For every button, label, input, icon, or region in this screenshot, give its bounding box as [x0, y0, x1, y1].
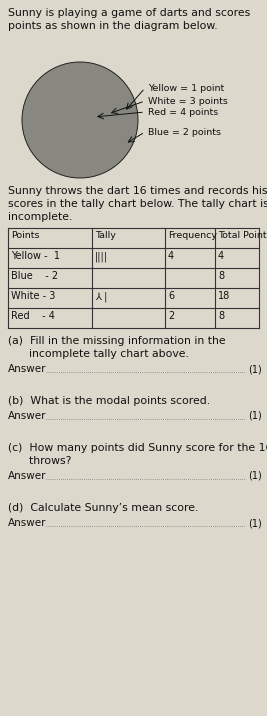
Text: Red = 4 points: Red = 4 points — [148, 108, 218, 117]
Text: 4: 4 — [168, 251, 174, 261]
Text: (1): (1) — [248, 411, 262, 421]
Text: points as shown in the diagram below.: points as shown in the diagram below. — [8, 21, 218, 31]
Text: Sunny throws the dart 16 times and records his: Sunny throws the dart 16 times and recor… — [8, 186, 267, 196]
Circle shape — [65, 105, 95, 135]
Circle shape — [52, 92, 108, 147]
Text: Frequency: Frequency — [168, 231, 217, 240]
Text: (1): (1) — [248, 471, 262, 481]
Text: (1): (1) — [248, 364, 262, 374]
Text: 6: 6 — [168, 291, 174, 301]
Text: Red    - 4: Red - 4 — [11, 311, 55, 321]
Text: Answer: Answer — [8, 471, 46, 481]
Text: (1): (1) — [248, 518, 262, 528]
Text: (c)  How many points did Sunny score for the 16: (c) How many points did Sunny score for … — [8, 443, 267, 453]
Text: incomplete.: incomplete. — [8, 212, 72, 222]
Text: Yellow = 1 point: Yellow = 1 point — [148, 84, 224, 93]
Text: Answer: Answer — [8, 364, 46, 374]
Text: (a)  Fill in the missing information in the: (a) Fill in the missing information in t… — [8, 336, 226, 346]
Text: Answer: Answer — [8, 518, 46, 528]
Text: (b)  What is the modal points scored.: (b) What is the modal points scored. — [8, 396, 210, 406]
Text: Sunny is playing a game of darts and scores: Sunny is playing a game of darts and sco… — [8, 8, 250, 18]
Circle shape — [38, 79, 121, 161]
Text: Answer: Answer — [8, 411, 46, 421]
Text: 4: 4 — [218, 251, 224, 261]
Text: incomplete tally chart above.: incomplete tally chart above. — [8, 349, 189, 359]
Text: Yellow -  1: Yellow - 1 — [11, 251, 60, 261]
Text: (d)  Calculate Sunny’s mean score.: (d) Calculate Sunny’s mean score. — [8, 503, 198, 513]
Text: 8: 8 — [218, 311, 224, 321]
Text: Tally: Tally — [95, 231, 116, 240]
Circle shape — [22, 62, 138, 178]
Text: ||||: |||| — [95, 251, 108, 261]
Circle shape — [74, 114, 86, 126]
Text: throws?: throws? — [8, 456, 71, 466]
Text: ⅄ |: ⅄ | — [95, 291, 107, 301]
Text: White - 3: White - 3 — [11, 291, 55, 301]
Text: Blue    - 2: Blue - 2 — [11, 271, 58, 281]
Text: Total Points: Total Points — [218, 231, 267, 240]
Text: Points: Points — [11, 231, 40, 240]
Text: White = 3 points: White = 3 points — [148, 97, 228, 106]
Text: 18: 18 — [218, 291, 230, 301]
Text: Blue = 2 points: Blue = 2 points — [148, 128, 221, 137]
Text: 2: 2 — [168, 311, 174, 321]
Text: 8: 8 — [218, 271, 224, 281]
Text: scores in the tally chart below. The tally chart is: scores in the tally chart below. The tal… — [8, 199, 267, 209]
